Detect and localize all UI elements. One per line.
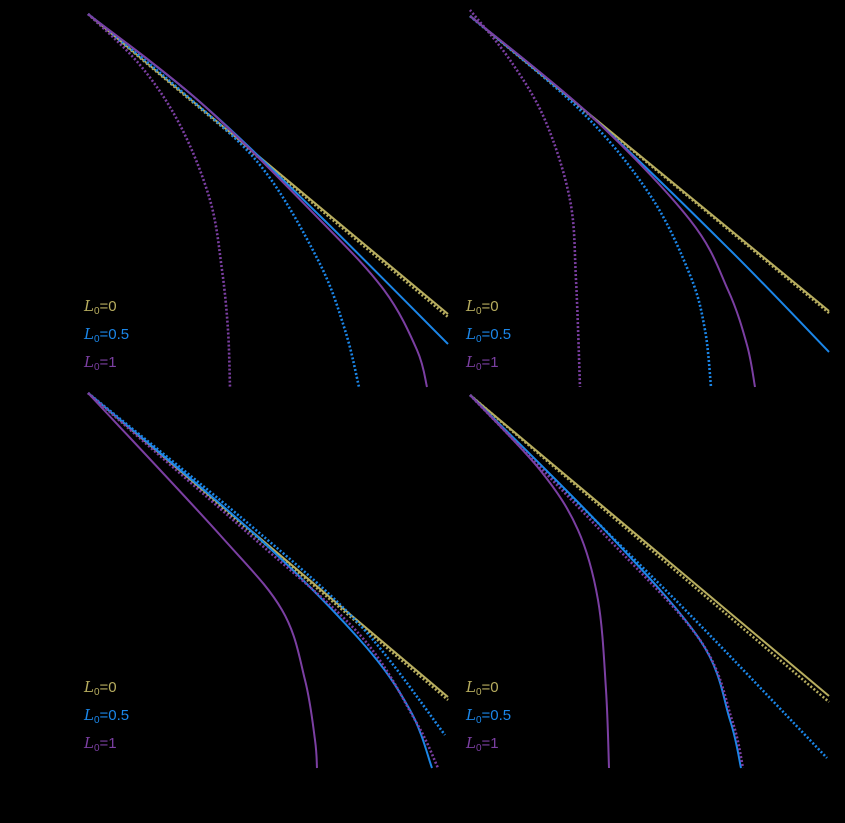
legend-value: =0.5 xyxy=(481,707,512,724)
legend-top-right: L0=0 L0=0.5 L0=1 xyxy=(466,295,511,379)
legend-subscript: 0 xyxy=(93,715,100,726)
legend-entry: L0=0.5 xyxy=(84,704,129,732)
legend-entry: L0=0 xyxy=(84,295,129,323)
legend-symbol: L xyxy=(84,706,94,724)
legend-subscript: 0 xyxy=(475,362,482,373)
legend-symbol: L xyxy=(84,325,94,343)
legend-entry: L0=0.5 xyxy=(84,323,129,351)
legend-symbol: L xyxy=(466,353,476,371)
legend-symbol: L xyxy=(84,678,94,696)
legend-symbol: L xyxy=(466,678,476,696)
curve-line xyxy=(469,15,713,388)
curve-line xyxy=(87,392,433,769)
legend-value: =1 xyxy=(99,354,117,371)
legend-entry: L0=1 xyxy=(84,351,129,379)
panel-top-left xyxy=(87,12,449,388)
curve-line xyxy=(469,394,830,703)
legend-symbol: L xyxy=(84,297,94,315)
legend-entry: L0=0 xyxy=(466,295,511,323)
legend-value: =1 xyxy=(99,735,117,752)
legend-subscript: 0 xyxy=(93,743,100,754)
curve-line xyxy=(469,394,830,697)
legend-value: =0 xyxy=(481,298,499,315)
legend-bottom-left: L0=0 L0=0.5 L0=1 xyxy=(84,676,129,760)
panel-bottom-left xyxy=(87,391,449,769)
curve-line xyxy=(87,12,361,388)
curve-line xyxy=(469,394,745,769)
legend-value: =0.5 xyxy=(481,326,512,343)
curve-line xyxy=(87,13,428,388)
curve-line xyxy=(87,391,447,736)
legend-value: =1 xyxy=(481,354,499,371)
legend-value: =1 xyxy=(481,735,499,752)
legend-subscript: 0 xyxy=(475,715,482,726)
curve-line xyxy=(87,392,440,769)
legend-symbol: L xyxy=(466,706,476,724)
legend-symbol: L xyxy=(84,734,94,752)
legend-value: =0.5 xyxy=(99,707,130,724)
legend-subscript: 0 xyxy=(93,687,100,698)
panel-top-right xyxy=(468,9,830,388)
legend-subscript: 0 xyxy=(93,362,100,373)
legend-top-left: L0=0 L0=0.5 L0=1 xyxy=(84,295,129,379)
legend-subscript: 0 xyxy=(475,334,482,345)
curve-line xyxy=(87,13,449,318)
legend-entry: L0=0 xyxy=(84,676,129,704)
legend-value: =0 xyxy=(99,679,117,696)
legend-subscript: 0 xyxy=(475,687,482,698)
legend-value: =0 xyxy=(481,679,499,696)
legend-symbol: L xyxy=(84,353,94,371)
legend-entry: L0=0.5 xyxy=(466,704,511,732)
legend-symbol: L xyxy=(466,734,476,752)
curve-line xyxy=(87,13,449,345)
curve-line xyxy=(87,13,232,388)
legend-entry: L0=0 xyxy=(466,676,511,704)
legend-subscript: 0 xyxy=(475,743,482,754)
legend-subscript: 0 xyxy=(475,306,482,317)
legend-symbol: L xyxy=(466,297,476,315)
legend-entry: L0=0.5 xyxy=(466,323,511,351)
legend-subscript: 0 xyxy=(93,306,100,317)
curve-line xyxy=(87,392,318,769)
legend-entry: L0=1 xyxy=(466,351,511,379)
legend-value: =0.5 xyxy=(99,326,130,343)
legend-entry: L0=1 xyxy=(466,732,511,760)
curve-line xyxy=(469,15,830,353)
legend-subscript: 0 xyxy=(93,334,100,345)
panel-bottom-right xyxy=(469,394,830,769)
legend-bottom-right: L0=0 L0=0.5 L0=1 xyxy=(466,676,511,760)
curve-line xyxy=(468,9,582,388)
legend-symbol: L xyxy=(466,325,476,343)
curve-line xyxy=(469,15,756,388)
legend-entry: L0=1 xyxy=(84,732,129,760)
legend-value: =0 xyxy=(99,298,117,315)
